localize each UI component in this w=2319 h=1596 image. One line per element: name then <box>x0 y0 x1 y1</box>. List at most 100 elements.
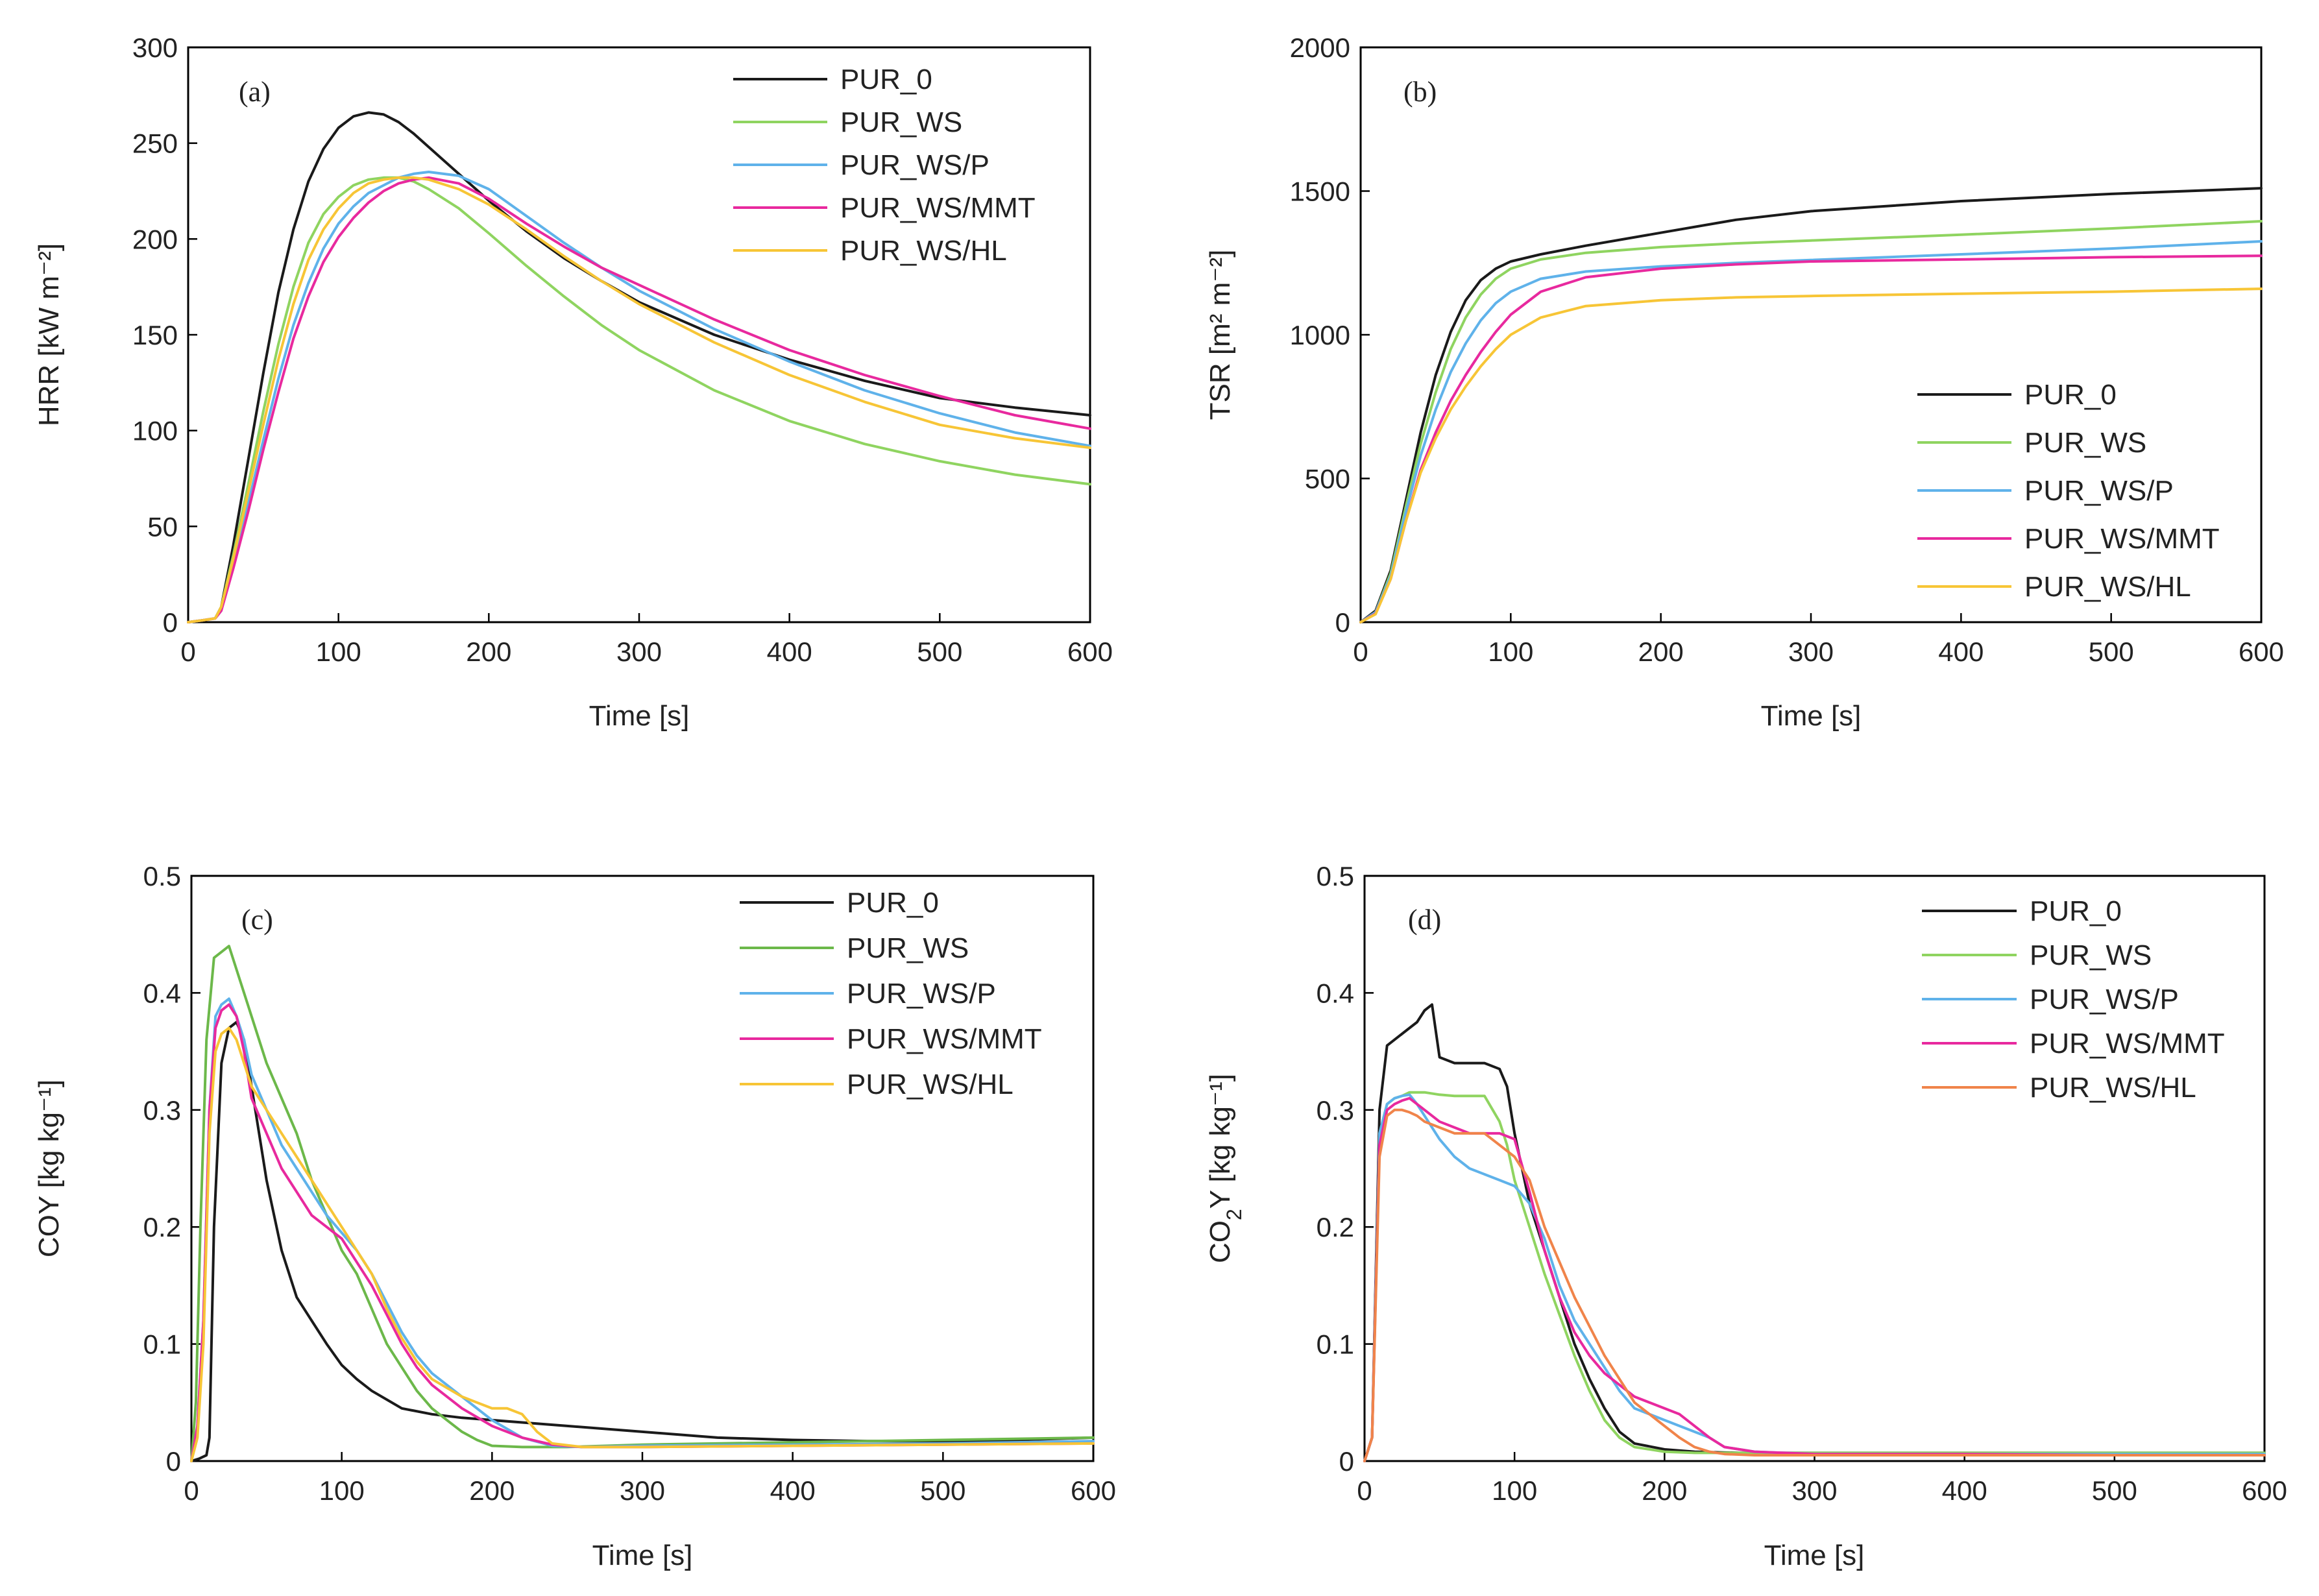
series-line-c-pur-0 <box>190 1021 1095 1462</box>
legend-label-d: PUR_WS <box>2030 939 2152 971</box>
legend-label-d: PUR_WS/HL <box>2030 1072 2196 1104</box>
x-tick-label-d: 300 <box>1791 1475 1837 1506</box>
legend-label-c: PUR_WS/MMT <box>847 1023 1042 1055</box>
legend-label-c: PUR_0 <box>847 887 939 919</box>
series-a <box>187 111 1091 623</box>
y-tick-label-a: 0 <box>163 607 178 638</box>
x-axis-title-c: Time [s] <box>592 1540 693 1571</box>
x-tick-label-d: 600 <box>2242 1475 2287 1506</box>
y-tick-label-d: 0.2 <box>1317 1212 1354 1242</box>
series-line-d-pur-ws-mmt <box>1363 1096 2266 1462</box>
series-line-d-pur-ws-hl <box>1363 1108 2266 1462</box>
legend-label-c: PUR_WS/P <box>847 978 996 1010</box>
x-tick-label-d: 200 <box>1642 1475 1687 1506</box>
y-tick-label-c: 0.2 <box>143 1212 181 1242</box>
series-line-d-pur-ws-p <box>1363 1093 2266 1462</box>
series-line-b-pur-0 <box>1359 187 2263 623</box>
legend-a: PUR_0 PUR_WS PUR_WS/P PUR_WS/MMT PUR_WS/HL <box>733 64 1036 267</box>
x-tick-label-a: 400 <box>767 636 812 667</box>
x-tick-label-b: 200 <box>1638 636 1684 667</box>
ticks-c: 0 100 200 300 400 500 600 0 0.1 0.2 0.3 0.4 0.5 <box>143 861 1116 1506</box>
y-tick-label-d: 0 <box>1339 1446 1354 1477</box>
panel-label-d: (d) <box>1408 904 1441 936</box>
y-tick-label-a: 250 <box>132 128 178 159</box>
series-line-b-pur-ws-p <box>1359 240 2263 623</box>
legend-label-d: PUR_0 <box>2030 895 2122 927</box>
x-tick-label-d: 100 <box>1492 1475 1537 1506</box>
x-axis-title-b: Time [s] <box>1761 700 1862 732</box>
x-tick-label-b: 300 <box>1788 636 1834 667</box>
y-tick-label-a: 200 <box>132 224 178 254</box>
y-tick-label-b: 0 <box>1335 607 1350 638</box>
series-line-c-pur-ws <box>190 945 1095 1462</box>
legend-label-b: PUR_WS <box>2024 427 2146 459</box>
series-b <box>1359 187 2263 623</box>
legend-label-a: PUR_WS/MMT <box>840 192 1036 224</box>
y-tick-label-d: 0.1 <box>1317 1329 1354 1360</box>
legend-label-c: PUR_WS/HL <box>847 1069 1014 1100</box>
y-tick-label-a: 150 <box>132 320 178 350</box>
x-tick-label-c: 300 <box>620 1475 665 1506</box>
panel-label-a: (a) <box>239 76 271 108</box>
y-axis-title-d-sub: 2 <box>1222 1209 1246 1220</box>
series-d <box>1363 1003 2266 1462</box>
x-tick-label-d: 400 <box>1942 1475 1987 1506</box>
x-axis-title-a: Time [s] <box>589 700 690 732</box>
x-axis-title-d: Time [s] <box>1764 1540 1865 1571</box>
series-line-a-pur-ws-mmt <box>187 176 1091 623</box>
legend-label-b: PUR_0 <box>2024 379 2117 411</box>
y-axis-title-d-main: CO <box>1204 1220 1236 1263</box>
y-tick-label-a: 300 <box>132 32 178 63</box>
x-tick-label-c: 400 <box>770 1475 816 1506</box>
x-tick-label-a: 200 <box>466 636 511 667</box>
y-tick-label-d: 0.4 <box>1317 978 1354 1008</box>
x-tick-label-c: 500 <box>920 1475 965 1506</box>
series-line-a-pur-0 <box>187 111 1091 623</box>
ticks-a: 0 100 200 300 400 500 600 0 50 100 150 200 250 300 <box>132 32 1113 667</box>
x-tick-label-c: 100 <box>319 1475 365 1506</box>
legend-label-a: PUR_WS/P <box>840 149 990 181</box>
legend-label-b: PUR_WS/MMT <box>2024 523 2220 555</box>
series-line-b-pur-ws-hl <box>1359 287 2263 623</box>
y-tick-label-c: 0.5 <box>143 861 181 891</box>
x-tick-label-a: 600 <box>1067 636 1113 667</box>
x-tick-label-d: 500 <box>2092 1475 2137 1506</box>
legend-label-b: PUR_WS/HL <box>2024 571 2191 603</box>
series-line-a-pur-ws-hl <box>187 176 1091 623</box>
ticks-d: 0 100 200 300 400 500 600 0 0.1 0.2 0.3 0.4 0.5 <box>1317 861 2287 1506</box>
y-axis-title-c: COY [kg kg⁻¹] <box>33 1080 65 1257</box>
y-tick-label-b: 500 <box>1305 464 1350 494</box>
x-tick-label-b: 100 <box>1488 636 1533 667</box>
x-tick-label-a: 500 <box>917 636 962 667</box>
legend-d: PUR_0 PUR_WS PUR_WS/P PUR_WS/MMT PUR_WS/HL <box>1922 895 2225 1104</box>
x-tick-label-a: 100 <box>316 636 361 667</box>
series-c <box>190 945 1095 1462</box>
ticks-b: 0 100 200 300 400 500 600 0 500 1000 1500 2000 <box>1290 32 2284 667</box>
y-tick-label-c: 0 <box>166 1446 181 1477</box>
x-tick-label-c: 200 <box>469 1475 515 1506</box>
legend-b: PUR_0 PUR_WS PUR_WS/P PUR_WS/MMT PUR_WS/HL <box>1917 379 2220 603</box>
x-tick-label-d: 0 <box>1357 1475 1372 1506</box>
y-axis-title-b: TSR [m² m⁻²] <box>1204 250 1236 420</box>
legend-label-d: PUR_WS/P <box>2030 984 2179 1015</box>
y-axis-title-a: HRR [kW m⁻²] <box>33 243 65 426</box>
y-tick-label-d: 0.5 <box>1317 861 1354 891</box>
x-tick-label-c: 0 <box>184 1475 199 1506</box>
panel-label-c: (c) <box>241 904 273 936</box>
x-tick-label-b: 0 <box>1353 636 1368 667</box>
legend-label-d: PUR_WS/MMT <box>2030 1028 2225 1059</box>
y-axis-title-d: CO2Y [kg kg⁻¹] <box>1204 1074 1246 1263</box>
series-line-a-pur-ws-p <box>187 171 1091 623</box>
panel-a: 0 100 200 300 400 500 600 0 50 100 150 200 250 300 (a… <box>33 32 1113 732</box>
y-tick-label-a: 50 <box>147 511 178 542</box>
series-line-d-pur-0 <box>1363 1003 2266 1462</box>
legend-label-a: PUR_0 <box>840 64 932 95</box>
y-tick-label-b: 1000 <box>1290 320 1350 350</box>
y-tick-label-b: 1500 <box>1290 176 1350 207</box>
legend-label-b: PUR_WS/P <box>2024 475 2174 507</box>
y-tick-label-d: 0.3 <box>1317 1095 1354 1126</box>
x-tick-label-a: 0 <box>180 636 195 667</box>
